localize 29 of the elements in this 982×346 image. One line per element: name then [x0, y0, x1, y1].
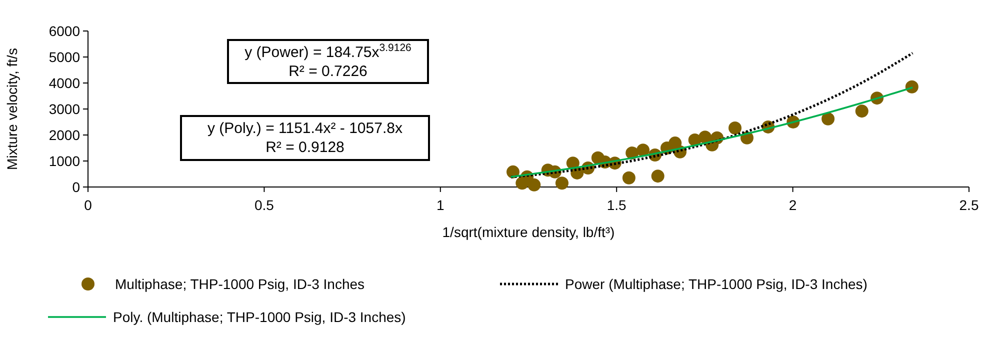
- point: [855, 104, 868, 118]
- y-tick-label: 4000: [48, 75, 80, 91]
- y-tick-label: 1000: [48, 153, 80, 169]
- legend-label: Power (Multiphase; THP-1000 Psig, ID-3 Inches): [565, 276, 868, 292]
- y-axis-title: Mixture velocity, ft/s: [4, 48, 20, 170]
- legend-label: Multiphase; THP-1000 Psig, ID-3 Inches: [115, 276, 365, 292]
- x-tick-label: 2: [788, 197, 797, 213]
- x-tick-label: 1: [436, 197, 444, 213]
- y-tick-label: 2000: [48, 127, 80, 143]
- x-tick-label: 0: [84, 197, 92, 213]
- y-tick-label: 3000: [48, 101, 80, 117]
- point: [651, 170, 664, 183]
- point: [528, 178, 541, 192]
- x-tick-label: 2.5: [959, 197, 979, 213]
- point: [822, 112, 835, 126]
- y-tick-label: 5000: [48, 49, 80, 65]
- text: y (Power) = 184.75x$^{3.9126}$ R² = 0.7226: [244, 42, 412, 80]
- x-tick-label: 1.5: [606, 197, 627, 213]
- point: [905, 80, 918, 94]
- y-tick-label: 6000: [48, 23, 80, 39]
- point: [636, 144, 650, 157]
- y-tick-label: 0: [72, 179, 80, 195]
- x-axis-title: 1/sqrt(mixture density, lb/ft³): [442, 224, 615, 240]
- x-tick-label: 0.5: [254, 197, 274, 213]
- point: [728, 121, 742, 134]
- legend-label: Poly. (Multiphase; THP-1000 Psig, ID-3 Inches): [113, 309, 406, 325]
- annotation: y (Poly.) = 1151.4x² - 1057.8x R² = 0.9128: [208, 120, 403, 156]
- point: [555, 176, 568, 190]
- point: [622, 171, 636, 184]
